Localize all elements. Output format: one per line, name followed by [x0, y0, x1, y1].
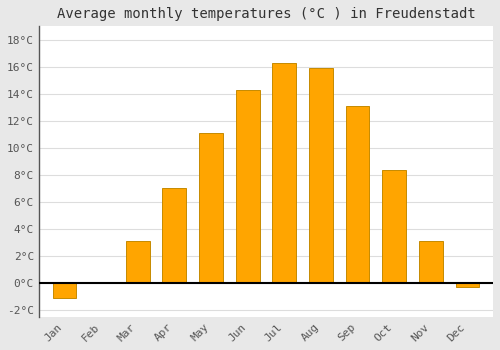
Bar — [346, 106, 370, 283]
Bar — [456, 283, 479, 287]
Bar — [309, 68, 333, 283]
Bar — [236, 90, 260, 283]
Bar — [199, 133, 223, 283]
Bar — [419, 241, 442, 283]
Bar — [272, 63, 296, 283]
Bar — [52, 283, 76, 298]
Bar — [382, 169, 406, 283]
Bar — [162, 188, 186, 283]
Title: Average monthly temperatures (°C ) in Freudenstadt: Average monthly temperatures (°C ) in Fr… — [56, 7, 476, 21]
Bar — [126, 241, 150, 283]
